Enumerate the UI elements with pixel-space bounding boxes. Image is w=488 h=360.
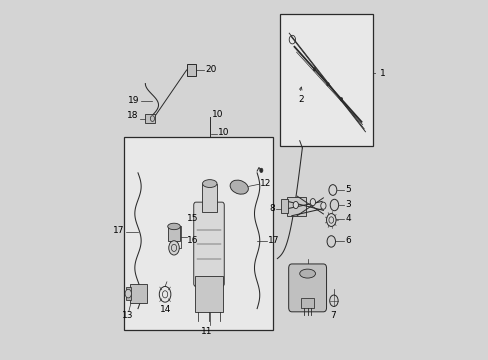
- Text: 17: 17: [267, 236, 279, 245]
- Text: 11: 11: [200, 327, 212, 336]
- Bar: [167, 226, 180, 241]
- Text: 1: 1: [379, 69, 385, 78]
- Circle shape: [313, 67, 315, 71]
- FancyBboxPatch shape: [193, 202, 224, 287]
- Text: 5: 5: [345, 185, 350, 194]
- Bar: [123, 137, 273, 330]
- Circle shape: [320, 202, 325, 209]
- Text: 19: 19: [128, 96, 140, 105]
- Text: 10: 10: [217, 129, 229, 138]
- Text: 20: 20: [204, 66, 216, 75]
- Text: 18: 18: [127, 111, 139, 120]
- Bar: [186, 64, 196, 76]
- FancyBboxPatch shape: [288, 264, 326, 312]
- Circle shape: [339, 98, 342, 101]
- Text: 4: 4: [345, 214, 350, 223]
- Ellipse shape: [230, 180, 248, 194]
- Text: 17: 17: [112, 226, 124, 235]
- Bar: [280, 14, 372, 146]
- Text: 6: 6: [345, 235, 350, 244]
- Ellipse shape: [202, 180, 217, 188]
- Bar: [202, 184, 217, 212]
- Text: 7: 7: [329, 311, 335, 320]
- Bar: [286, 197, 305, 216]
- Text: 13: 13: [122, 311, 133, 320]
- Ellipse shape: [167, 223, 180, 230]
- Bar: [281, 199, 287, 213]
- Bar: [194, 276, 223, 312]
- Circle shape: [292, 202, 298, 208]
- Text: 14: 14: [160, 305, 171, 314]
- Ellipse shape: [299, 269, 315, 278]
- Text: 8: 8: [268, 204, 274, 213]
- Text: 9: 9: [293, 299, 299, 308]
- Circle shape: [125, 289, 131, 298]
- Bar: [145, 114, 154, 123]
- Text: 2: 2: [298, 95, 304, 104]
- Text: 3: 3: [345, 200, 350, 209]
- Text: 16: 16: [187, 235, 199, 244]
- Circle shape: [326, 82, 328, 86]
- Circle shape: [326, 236, 335, 247]
- Bar: [125, 287, 131, 300]
- Text: 10: 10: [211, 111, 223, 120]
- Bar: [130, 284, 147, 303]
- Circle shape: [168, 241, 179, 255]
- Bar: [301, 297, 314, 307]
- Text: 12: 12: [259, 179, 270, 188]
- Text: 15: 15: [187, 214, 199, 223]
- Circle shape: [329, 199, 338, 211]
- Circle shape: [259, 168, 263, 172]
- Circle shape: [309, 199, 315, 206]
